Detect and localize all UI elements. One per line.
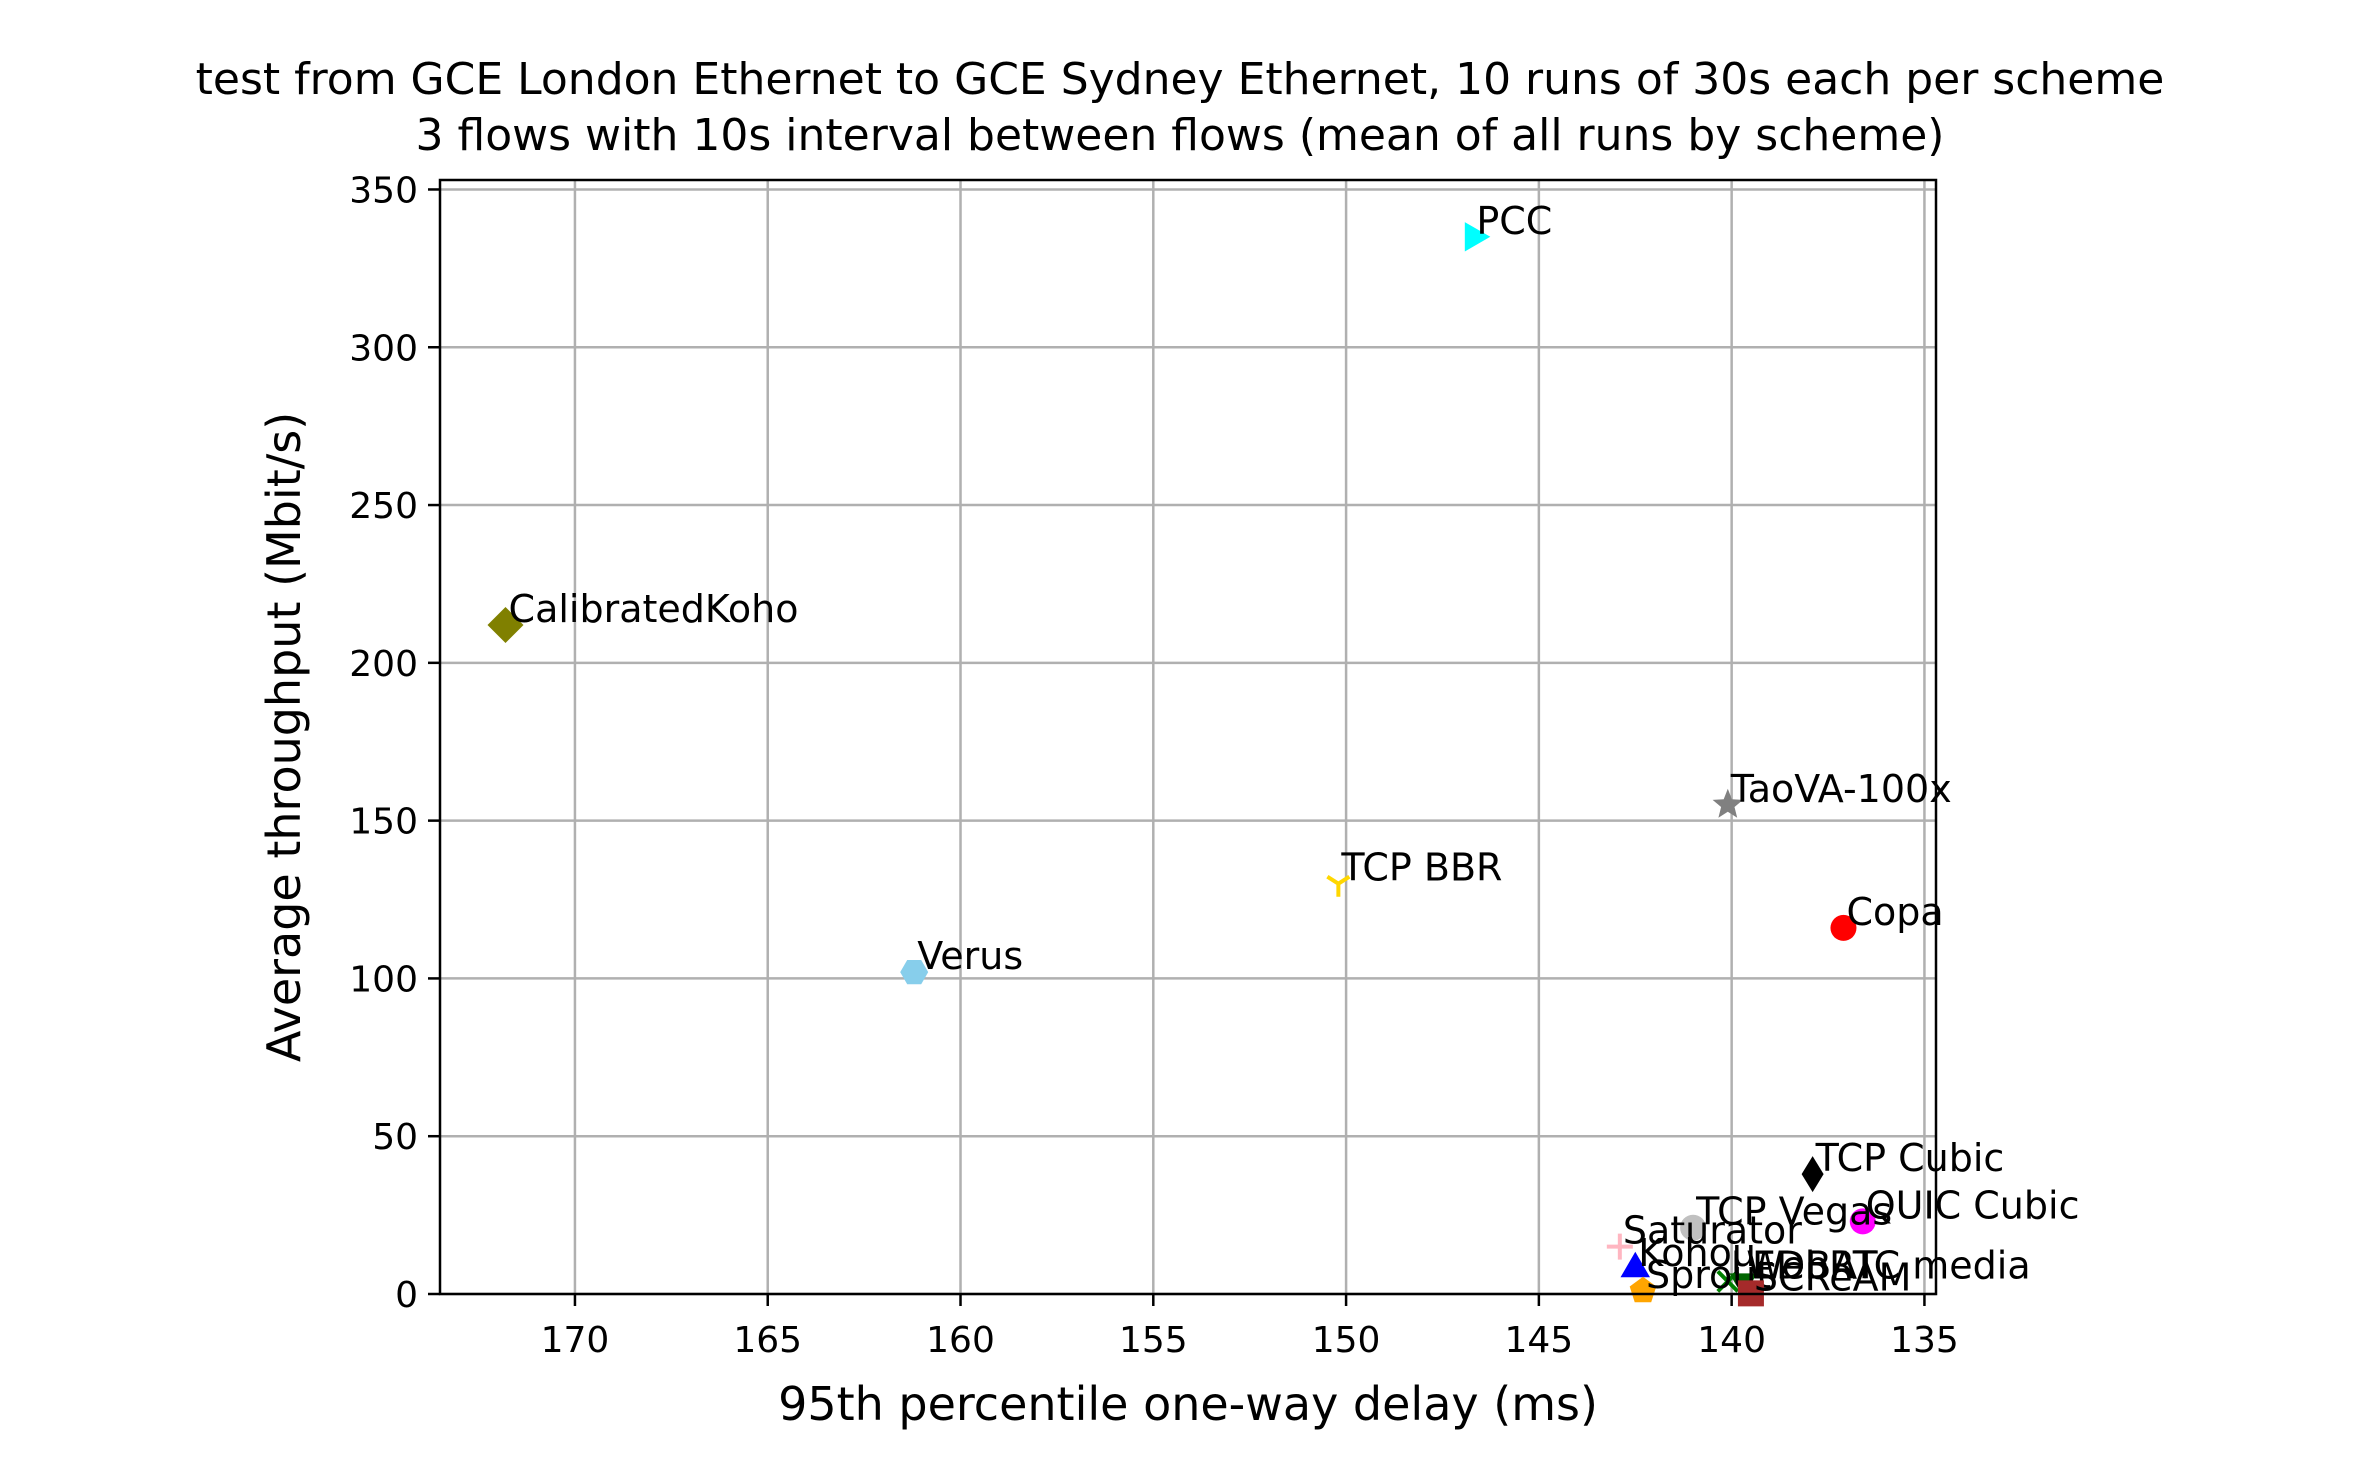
point-tcp-cubic [1801, 1156, 1824, 1193]
point-tcp-vegas-label: TCP Vegas [1695, 1190, 1892, 1234]
x-tick-label: 160 [926, 1320, 995, 1361]
point-pcc [1464, 222, 1491, 252]
y-tick-label: 150 [349, 802, 418, 843]
chart-title-line-1: test from GCE London Ethernet to GCE Syd… [196, 54, 2165, 105]
point-taova-100x-label: TaoVA-100x [1730, 767, 1952, 811]
point-verus [900, 960, 929, 985]
x-tick-label: 140 [1697, 1320, 1766, 1361]
x-axis-label: 95th percentile one-way delay (ms) [778, 1377, 1598, 1431]
point-saturator [1606, 1233, 1633, 1260]
y-tick-label: 250 [349, 486, 418, 527]
x-tick-label: 170 [541, 1320, 610, 1361]
point-quic-cubic [1849, 1208, 1876, 1235]
point-scream-label: SCReAM [1754, 1255, 1912, 1299]
chart-title-line-2: 3 flows with 10s interval between flows … [416, 110, 1945, 161]
y-tick-label: 100 [349, 959, 418, 1000]
y-tick-label: 300 [349, 328, 418, 369]
point-ledbat-label: LEDBAT [1731, 1243, 1879, 1287]
y-tick-label: 350 [349, 170, 418, 211]
x-tick-label: 155 [1119, 1320, 1188, 1361]
point-kohou-label: Kohou [1638, 1231, 1756, 1275]
point-calibratedkoho-label: CalibratedKoho [509, 587, 799, 631]
point-verus-label: Verus [917, 934, 1023, 978]
x-tick-label: 135 [1890, 1320, 1959, 1361]
point-kohou [1620, 1251, 1650, 1278]
x-tick-label: 165 [733, 1320, 802, 1361]
y-tick-label: 200 [349, 644, 418, 685]
point-sprout [1629, 1276, 1657, 1303]
point-tcp-bbr-label: TCP BBR [1340, 846, 1502, 890]
point-pcc-label: PCC [1476, 199, 1552, 243]
axis-ticks: 170 165 160 155 150 145 140 135 0 50 100 150 200 250 3… [349, 170, 1959, 1361]
y-tick-label: 50 [372, 1117, 418, 1158]
x-tick-label: 150 [1312, 1320, 1381, 1361]
point-calibratedkoho [487, 607, 524, 643]
x-tick-label: 145 [1505, 1320, 1574, 1361]
point-quic-cubic-label: QUIC Cubic [1866, 1183, 2080, 1227]
plot-frame [438, 178, 1938, 1296]
point-webrtc-media-label: WebRTC media [1746, 1243, 2030, 1287]
y-axis-label: Average throughput (Mbit/s) [257, 412, 311, 1062]
point-saturator-label: Saturator [1623, 1209, 1802, 1253]
point-tcp-bbr [1326, 875, 1351, 897]
point-copa [1830, 914, 1857, 941]
point-copa-label: Copa [1846, 890, 1943, 934]
point-taova-100x [1712, 788, 1743, 818]
point-tcp-vegas [1680, 1214, 1707, 1241]
y-tick-label: 0 [395, 1275, 418, 1316]
point-tcp-cubic-label: TCP Cubic [1815, 1136, 2005, 1180]
data-points: PCC CalibratedKoho TaoVA-100x TCP BBR Copa Ve… [487, 199, 2080, 1307]
